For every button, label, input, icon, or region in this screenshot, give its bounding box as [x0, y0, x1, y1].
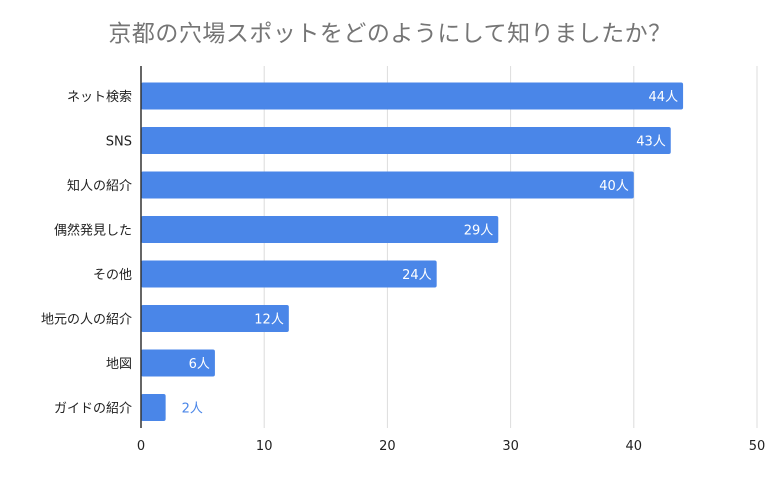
category-label-6: 地図	[106, 357, 132, 372]
bar-4	[141, 260, 437, 288]
x-tick-label-10: 10	[256, 439, 273, 454]
value-label-5: 12人	[254, 313, 284, 328]
category-label-1: SNS	[106, 135, 132, 150]
bar-0	[141, 82, 684, 110]
value-label-1: 43人	[636, 135, 666, 150]
category-label-7: ガイドの紹介	[54, 402, 132, 417]
category-label-0: ネット検索	[67, 90, 132, 105]
value-label-2: 40人	[599, 179, 629, 194]
x-tick-label-0: 0	[137, 439, 145, 454]
chart-title: 京都の穴場スポットをどのようにして知りましたか？	[108, 21, 672, 47]
bar-1	[141, 127, 671, 154]
category-label-5: 地元の人の紹介	[41, 313, 132, 328]
bar-5	[141, 305, 289, 332]
value-label-6: 6人	[189, 357, 210, 372]
bar-6	[141, 349, 215, 377]
x-tick-label-20: 20	[379, 439, 396, 454]
value-label-0: 44人	[649, 90, 679, 105]
bar-2	[141, 171, 634, 199]
x-tick-label-50: 50	[749, 439, 766, 454]
category-label-2: 知人の紹介	[67, 178, 132, 194]
x-tick-label-30: 30	[502, 439, 519, 454]
category-label-4: その他	[93, 268, 132, 283]
value-label-3: 29人	[464, 224, 494, 239]
bar-3	[141, 216, 499, 243]
category-label-3: 偶然発見した	[54, 223, 132, 239]
x-tick-label-40: 40	[626, 439, 643, 454]
value-label-4: 24人	[402, 268, 432, 283]
value-label-7: 2人	[182, 402, 203, 417]
bar-7	[141, 394, 166, 421]
